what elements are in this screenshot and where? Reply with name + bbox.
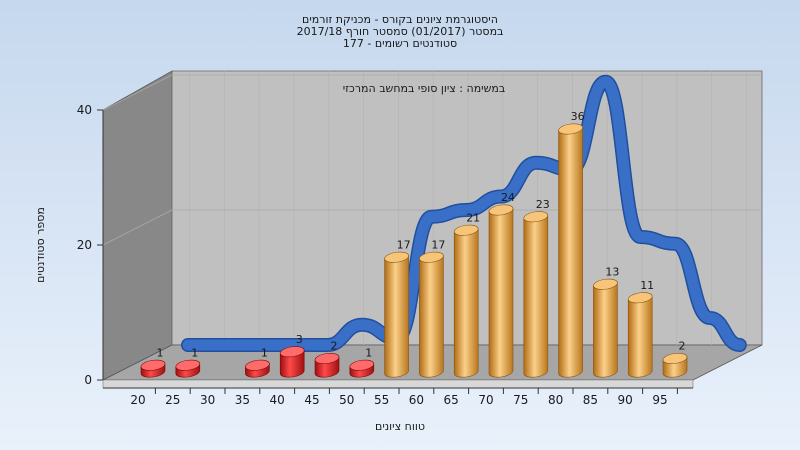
floor-front-edge — [102, 379, 694, 389]
x-tick-label: 70 — [478, 393, 493, 407]
data-label: 23 — [536, 198, 550, 211]
bar-body — [523, 214, 549, 378]
curve-ribbon — [182, 76, 746, 351]
data-label: 24 — [501, 191, 515, 204]
data-label: 1 — [261, 346, 268, 359]
bar-top — [662, 352, 688, 365]
x-tick-label: 60 — [409, 393, 424, 407]
bar — [558, 123, 583, 378]
x-axis-title: טווח ציונים — [375, 420, 425, 433]
data-label: 3 — [296, 333, 303, 346]
bar-body — [419, 255, 444, 378]
bar — [419, 251, 444, 378]
bar — [175, 359, 201, 378]
x-tick-label: 45 — [304, 393, 319, 407]
gridline-left — [102, 209, 173, 246]
bar-top — [593, 278, 618, 290]
x-tick-label: 55 — [374, 393, 389, 407]
x-tick-label: 90 — [618, 393, 633, 407]
y-tick-label: 40 — [77, 103, 92, 117]
data-label: 2 — [679, 340, 686, 353]
bar-top — [523, 211, 549, 223]
data-label: 1 — [157, 346, 164, 359]
chart-title-line-2: במסטר (01/2017) סמסטר חורף 2017/18 — [297, 25, 504, 38]
x-tick-label: 20 — [130, 393, 145, 407]
bar-top — [419, 251, 444, 263]
bar — [662, 352, 688, 378]
x-tick-label: 40 — [270, 393, 285, 407]
bar-body — [453, 228, 479, 378]
bar-top — [279, 346, 305, 358]
bar — [140, 359, 166, 378]
bar — [349, 359, 375, 378]
gridline-left — [102, 74, 173, 111]
axes: 0 20 40 20 25 30 35 40 45 50 55 60 65 70 75 80 85 90 95 — [77, 103, 693, 407]
bar — [453, 224, 479, 378]
data-label: 17 — [397, 238, 411, 251]
bar-body — [558, 127, 583, 378]
bar-body — [488, 208, 514, 378]
x-tick-label: 25 — [165, 393, 180, 407]
x-tick-label: 50 — [339, 393, 354, 407]
gridlines — [102, 71, 762, 345]
bar-top — [175, 359, 201, 371]
chart-title-line-1: היסטוגרמת ציונים בקורס - מכניקת זורמים — [302, 13, 498, 26]
data-label: 13 — [605, 265, 619, 278]
bar-top — [349, 359, 375, 371]
bar — [523, 211, 549, 378]
bar-top — [558, 123, 583, 135]
bar — [279, 346, 305, 378]
bar-top — [627, 292, 653, 304]
data-label: 11 — [640, 279, 654, 292]
bar-body — [593, 282, 618, 378]
x-tick-label: 80 — [548, 393, 563, 407]
bar — [593, 278, 618, 378]
x-tick-label: 75 — [513, 393, 528, 407]
bar-body — [384, 255, 409, 378]
data-label: 36 — [571, 110, 585, 123]
bar — [627, 292, 653, 378]
bar-top — [314, 352, 340, 365]
bar-top — [140, 359, 166, 371]
bar — [488, 204, 514, 378]
x-tick-label: 30 — [200, 393, 215, 407]
data-label: 17 — [431, 238, 445, 251]
data-label: 21 — [466, 211, 480, 224]
left-wall — [102, 70, 173, 381]
y-axis-title: מספר סטודנטים — [34, 207, 47, 283]
x-tick-label: 65 — [444, 393, 459, 407]
bar-top — [453, 224, 479, 236]
chart-title-line-3: סטודנטים רשומים - 177 — [343, 37, 457, 50]
data-label: 1 — [191, 346, 198, 359]
bar-top — [384, 251, 409, 263]
chart-subtitle: במשימה : ציון סופי במחשב המרכזי — [343, 82, 506, 95]
bars — [140, 123, 688, 378]
x-tick-label: 35 — [235, 393, 250, 407]
bar — [245, 359, 270, 378]
bar-top — [245, 359, 270, 371]
x-tick-label: 85 — [583, 393, 598, 407]
bar-body — [627, 295, 653, 378]
bar — [314, 352, 340, 378]
y-tick-label: 20 — [77, 238, 92, 252]
data-label: 1 — [365, 346, 372, 359]
y-tick-label: 0 — [84, 373, 92, 387]
x-tick-label: 95 — [652, 393, 667, 407]
bar-top — [488, 204, 514, 216]
distribution-curve — [181, 74, 747, 352]
data-label: 2 — [331, 340, 338, 353]
bar — [384, 251, 409, 378]
